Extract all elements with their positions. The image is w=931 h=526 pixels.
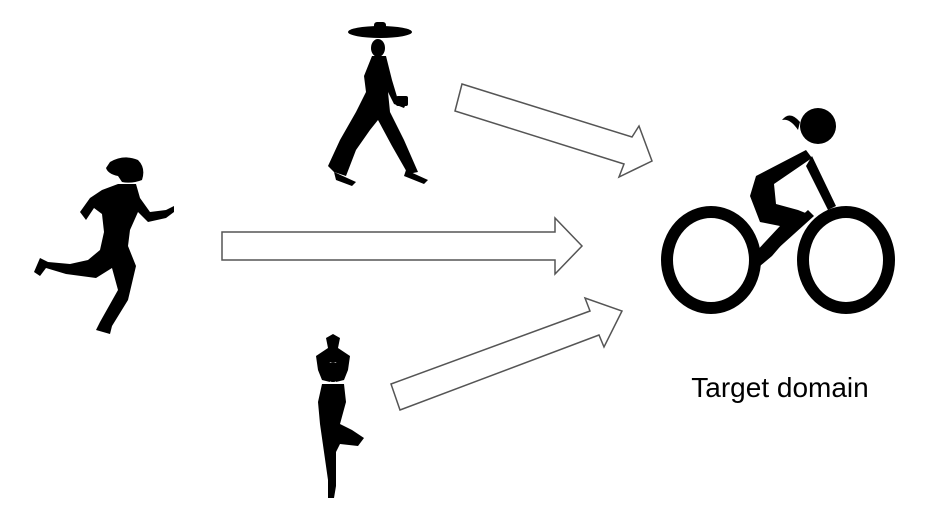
walking-woman-icon: [328, 22, 428, 186]
arrow-running-to-target: [221, 216, 584, 276]
arrow-yoga-to-target: [390, 296, 624, 411]
yoga-pose-icon: [316, 334, 364, 498]
cyclist-icon: [661, 108, 895, 314]
target-domain-label: Target domain: [691, 372, 869, 403]
arrow-walking-to-target: [454, 83, 653, 179]
running-woman-icon: [34, 157, 174, 334]
